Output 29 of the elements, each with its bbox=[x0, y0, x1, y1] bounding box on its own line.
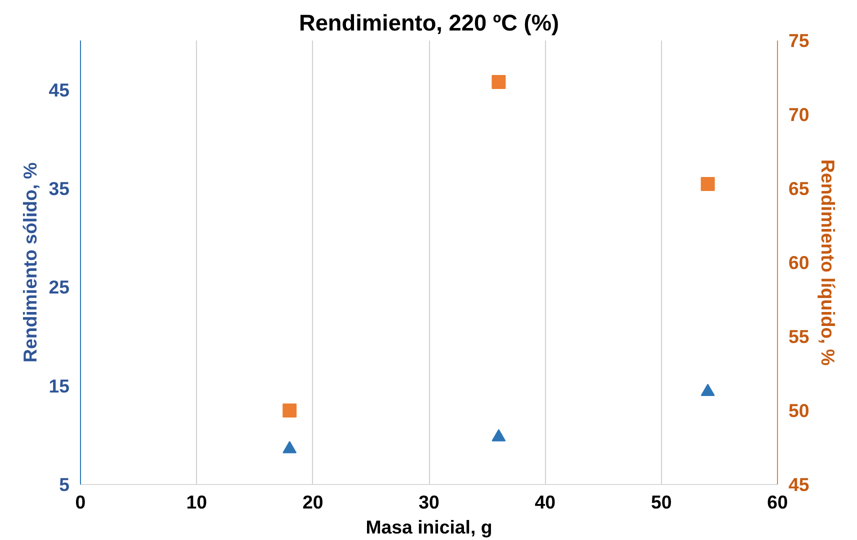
point bbox=[700, 177, 715, 192]
x-tick-label: 0 bbox=[75, 492, 86, 512]
y2-tick-label: 65 bbox=[788, 178, 810, 199]
x-tick-label: 60 bbox=[767, 492, 788, 512]
x-tick-label: 40 bbox=[534, 492, 556, 512]
y2-tick-label: 70 bbox=[788, 104, 810, 125]
x-tick-label: 50 bbox=[650, 492, 672, 512]
point bbox=[282, 440, 297, 454]
point bbox=[282, 404, 297, 418]
y-tick-label: 15 bbox=[48, 375, 70, 396]
y2-tick-label: 75 bbox=[788, 30, 810, 51]
point bbox=[492, 429, 506, 442]
y-tick-label: 45 bbox=[48, 79, 70, 100]
y2-tick-label: 55 bbox=[788, 326, 810, 347]
y-tick-label: 35 bbox=[48, 178, 70, 199]
y2-tick-label: 60 bbox=[788, 252, 810, 273]
x-tick-label: 20 bbox=[302, 492, 324, 512]
point bbox=[492, 74, 506, 89]
y-axis-title: Rendimiento sólido, % bbox=[20, 162, 41, 363]
y2-axis-title: Rendimiento líquido, % bbox=[817, 159, 838, 366]
y2-tick-label: 45 bbox=[788, 474, 810, 495]
chart-title: Rendimiento, 220 ºC (%) bbox=[298, 10, 560, 36]
x-axis-title: Masa inicial, g bbox=[366, 516, 492, 538]
x-tick-label: 10 bbox=[186, 492, 208, 512]
y-tick-label: 25 bbox=[48, 276, 70, 298]
point bbox=[700, 384, 715, 396]
y-tick-label: 5 bbox=[59, 474, 70, 495]
y2-tick-label: 50 bbox=[788, 400, 810, 421]
x-tick-label: 30 bbox=[418, 492, 440, 512]
